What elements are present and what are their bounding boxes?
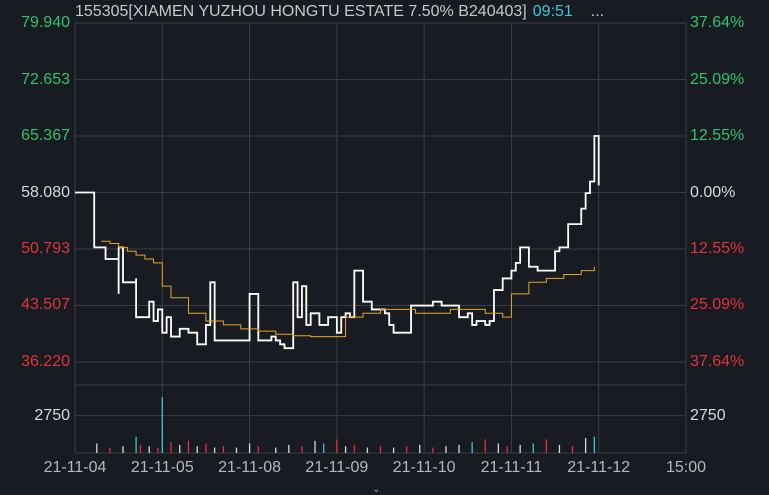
percent-tick-label: 37.64% xyxy=(690,353,745,370)
volume-tick-label: 2750 xyxy=(34,406,70,424)
time-tick-label: 21-11-05 xyxy=(130,459,194,476)
time-tick-label: 21-11-12 xyxy=(567,459,631,476)
percent-tick-label: 25.09% xyxy=(690,296,745,314)
percent-tick-label: 37.64% xyxy=(690,14,745,31)
time-tick-label: 21-11-09 xyxy=(305,459,369,476)
price-line xyxy=(75,135,600,350)
price-tick-label: 36.220 xyxy=(21,353,70,370)
average-price-line xyxy=(101,240,595,338)
time-tick-label: 21-11-08 xyxy=(218,459,281,476)
security-title: 155305[XIAMEN YUZHOU HONGTU ESTATE 7.50%… xyxy=(75,3,527,20)
chart-frame xyxy=(74,22,687,454)
chevron-down-icon[interactable]: ⌄ xyxy=(372,484,381,495)
chart-title-bar: 155305[XIAMEN YUZHOU HONGTU ESTATE 7.50%… xyxy=(75,1,604,23)
time-tick-label: 21-11-11 xyxy=(480,459,543,476)
percent-tick-label: 0.00% xyxy=(690,183,736,201)
volume-tick-label: 2750 xyxy=(690,406,726,424)
price-tick-label: 58.080 xyxy=(21,183,70,201)
price-tick-label: 79.940 xyxy=(21,14,70,31)
price-tick-label: 43.507 xyxy=(21,296,70,314)
percent-tick-label: 12.55% xyxy=(690,240,745,257)
percent-tick-label: 12.55% xyxy=(690,126,745,144)
time-tick-label: 21-11-04 xyxy=(43,459,107,476)
more-button[interactable]: ... xyxy=(590,3,605,20)
price-tick-label: 65.367 xyxy=(21,126,70,144)
time-tick-label: 15:00 xyxy=(665,459,707,476)
time-tick-label: 21-11-10 xyxy=(392,459,456,476)
price-tick-label: 72.653 xyxy=(21,70,70,88)
time-label: 09:51 xyxy=(532,3,573,20)
price-tick-label: 50.793 xyxy=(21,240,70,257)
percent-tick-label: 25.09% xyxy=(690,70,745,88)
